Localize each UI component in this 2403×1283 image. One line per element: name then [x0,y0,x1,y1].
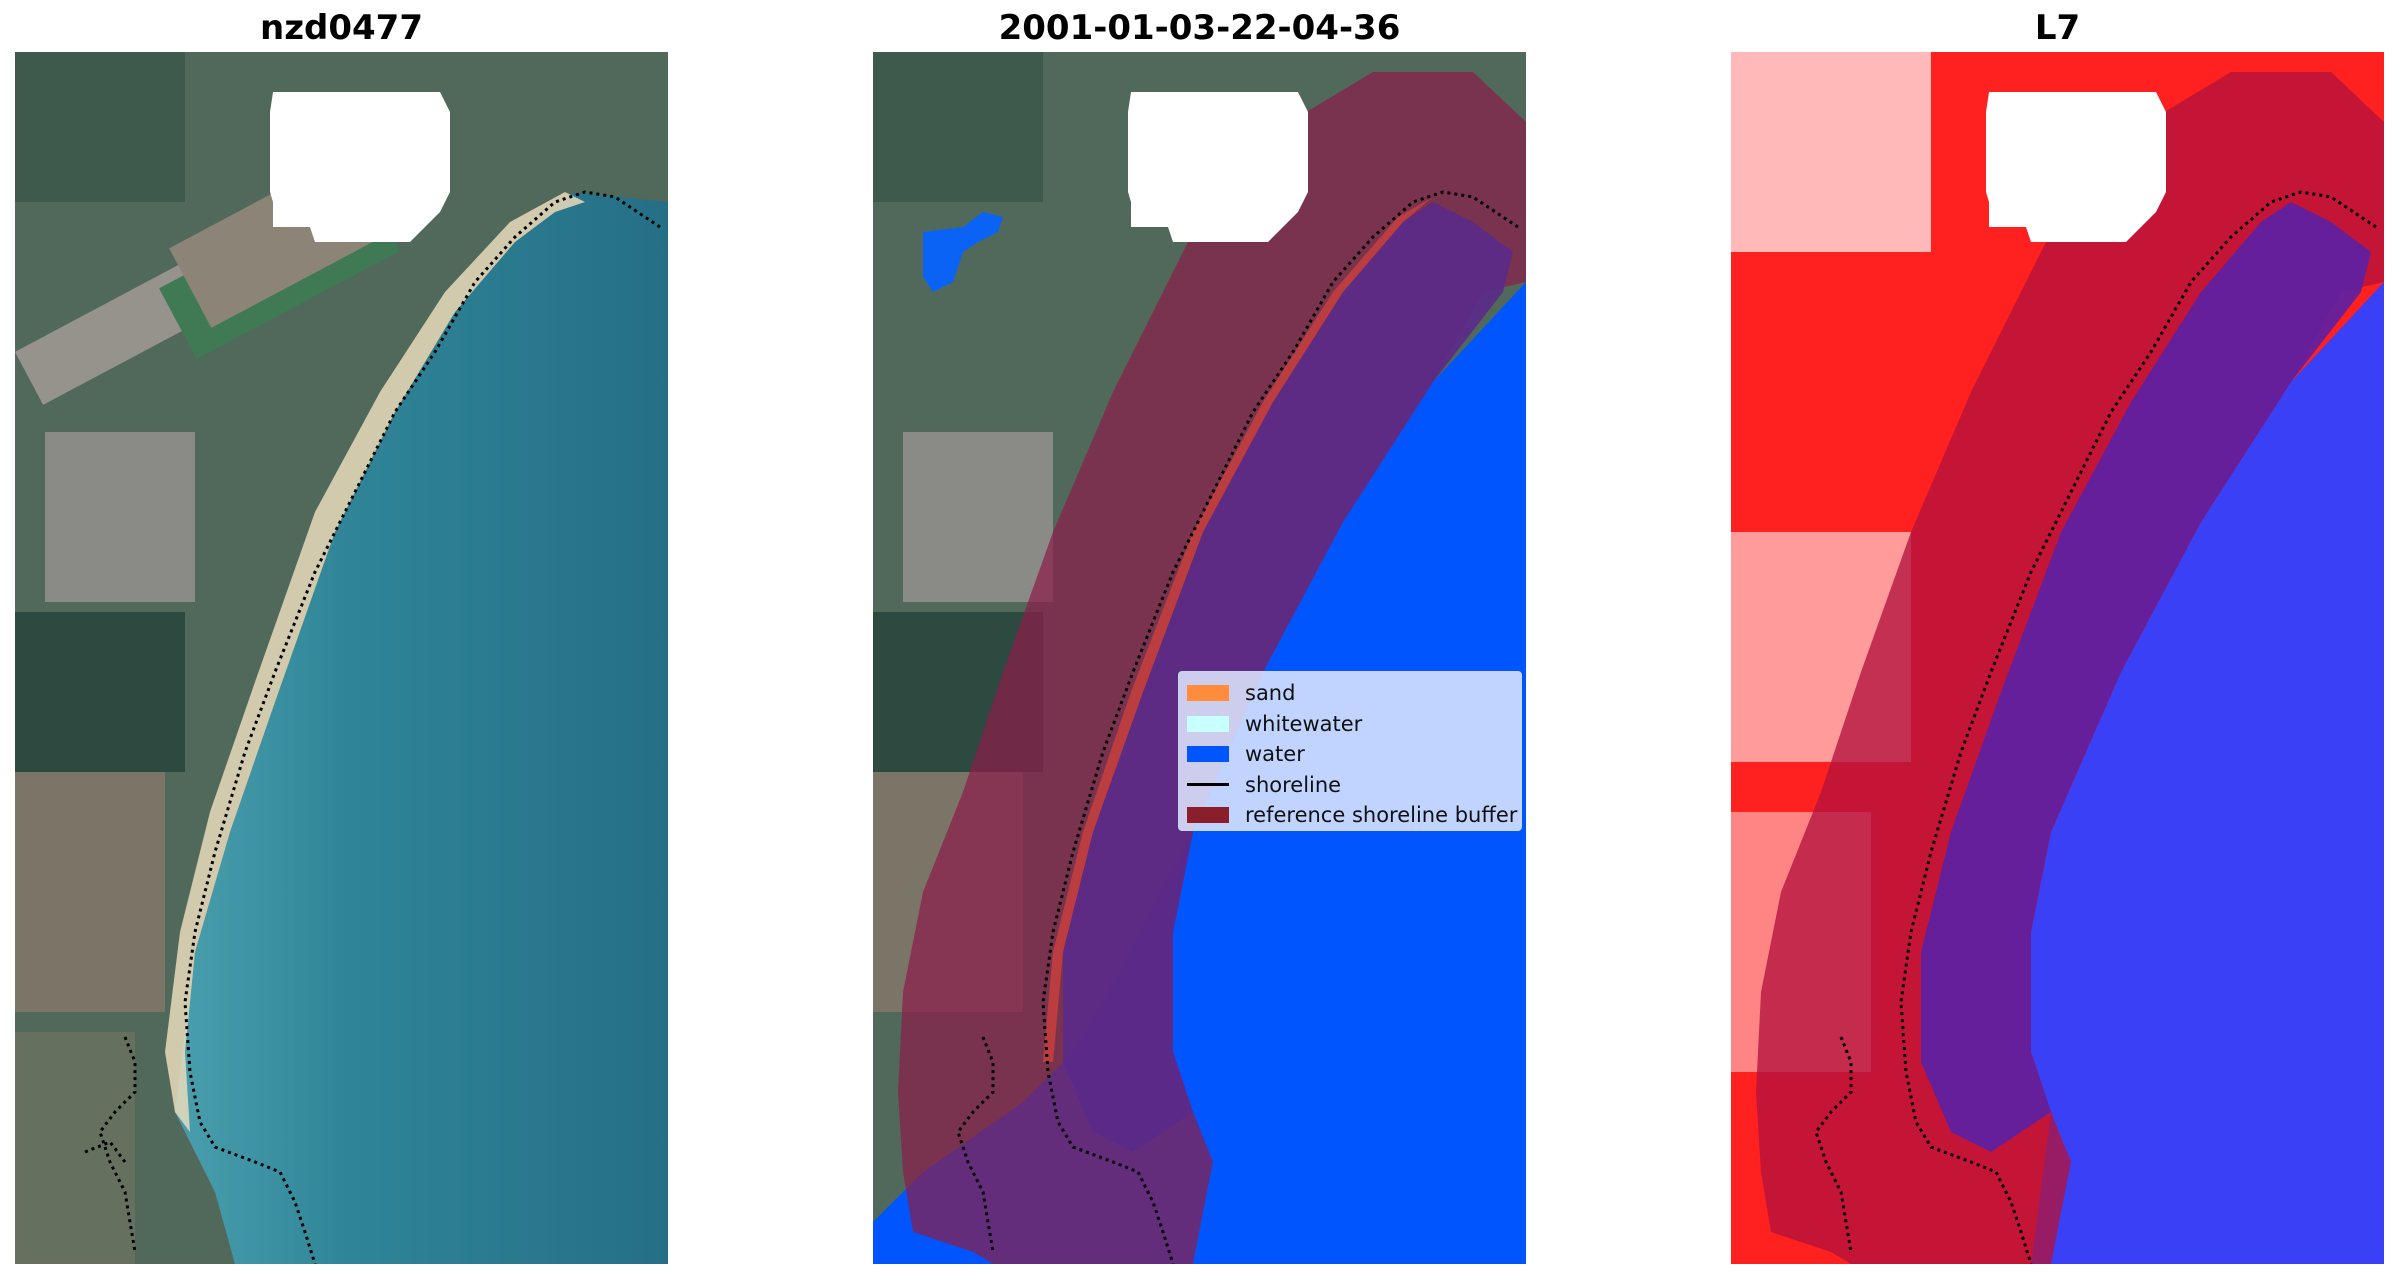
rgb-image [15,52,668,1264]
panel-title-image: nzd0477 [260,8,423,48]
legend-label: sand [1245,681,1296,706]
water-swatch [1187,746,1229,763]
field-patch [873,52,1043,202]
legend-label: reference shoreline buffer [1245,803,1518,828]
cloud-mask [1986,92,2166,242]
field-patch [15,52,185,202]
classification-panel [873,52,1526,1264]
index-light-patch [1731,52,1931,252]
field-patch [903,432,1053,602]
field-patch [15,1032,135,1264]
field-patch [45,432,195,602]
field-patch [15,772,165,1012]
legend-item-shoreline: shoreline [1179,770,1521,801]
estuary-shoreline [1814,1036,1853,1253]
water-class-blob [923,212,1003,292]
sea-area [175,192,668,1264]
sand-swatch [1187,685,1229,702]
cloud-mask [270,92,450,242]
cloud-mask [1128,92,1308,242]
index-panel [1731,52,2384,1264]
legend-label: water [1245,742,1305,767]
estuary-shoreline [956,1036,995,1253]
rgb-image-panel [15,52,668,1264]
legend-item-buffer: reference shoreline buffer [1179,800,1521,831]
shoreline-buffer-inner [1063,202,1513,1152]
whitewater-swatch [1187,715,1229,732]
buffer-swatch [1187,807,1229,824]
index-low-area [2031,282,2384,1264]
legend-label: shoreline [1245,772,1342,797]
panel-title-date: 2001-01-03-22-04-36 [998,8,1401,48]
legend-item-water: water [1179,739,1521,770]
classification-image [873,52,1526,1264]
index-image [1731,52,2384,1264]
legend-item-sand: sand [1179,678,1521,709]
shoreline-buffer-inner [1921,202,2371,1152]
legend: sand whitewater water shoreline referenc… [1178,671,1522,831]
shoreline-line-swatch [1187,783,1229,787]
estuary-shoreline [98,1036,137,1253]
legend-label: whitewater [1245,711,1363,736]
field-patch [15,612,185,772]
legend-item-whitewater: whitewater [1179,709,1521,740]
panel-title-satellite: L7 [2034,8,2081,48]
estuary-shoreline [84,1140,127,1163]
water-class [873,282,1526,1264]
